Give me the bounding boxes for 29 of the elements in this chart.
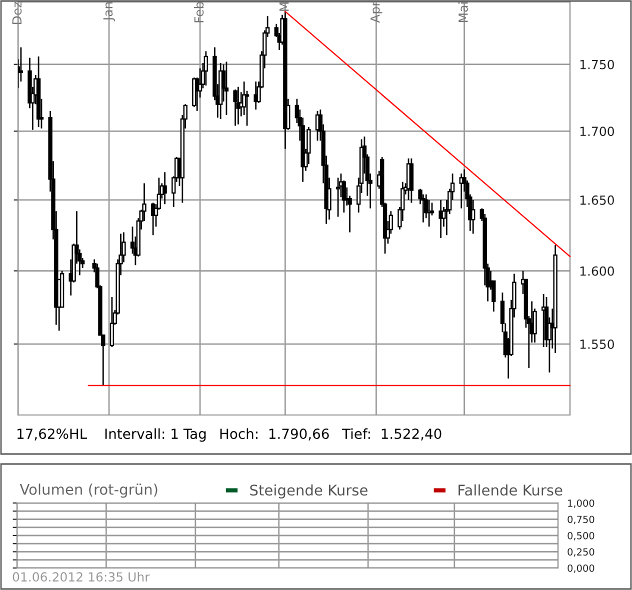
y-tick-label: 0,250 (568, 548, 594, 557)
y-tick-label: 0,500 (568, 532, 594, 540)
text: 17,62%HL (18, 428, 88, 440)
candlestick (233, 88, 238, 126)
legend-label: Fallende Kurse (458, 484, 562, 496)
x-tick-label: Jan (103, 2, 115, 22)
candlestick (224, 61, 229, 116)
candlestick (110, 296, 114, 348)
y-tick-label: 1.550 (580, 340, 614, 349)
legend-label: Steigende Kurse (250, 484, 368, 498)
text: Intervall: 1 Tag (105, 428, 206, 442)
text: Hoch: 1.790,66 (220, 428, 329, 440)
x-tick-label: Feb (194, 2, 204, 22)
y-tick-label: 1.650 (580, 195, 614, 205)
y-tick-label: 1.600 (580, 266, 614, 276)
candlestick (162, 172, 167, 205)
y-tick-label: 0,000 (568, 564, 594, 573)
candlestick (204, 50, 208, 86)
x-tick-label: Apr (370, 1, 382, 23)
y-tick-label: 0,750 (568, 516, 594, 524)
chart-title: Volumen (rot-grün) (20, 484, 158, 498)
y-tick-label: 1.750 (580, 60, 614, 70)
x-tick-label: M (280, 2, 289, 11)
x-tick-label: Mai (458, 2, 468, 22)
candlestick (336, 177, 340, 218)
y-tick-label: 1,000 (568, 499, 594, 508)
y-tick-label: 1.700 (580, 126, 614, 136)
text: 01.06.2012 16:35 Uhr (12, 572, 150, 582)
text: Tief: 1.522,40 (342, 428, 442, 440)
